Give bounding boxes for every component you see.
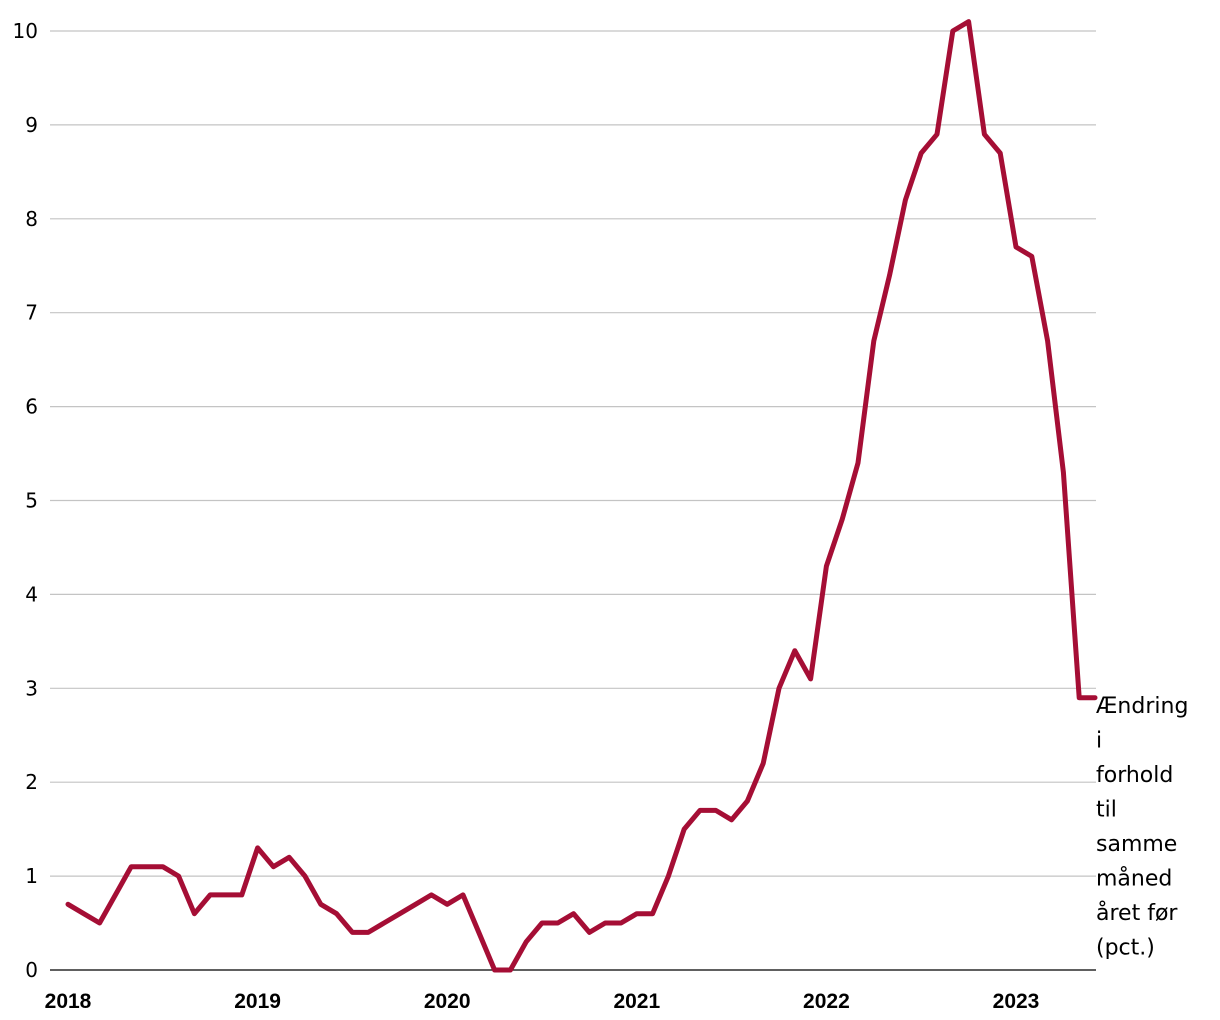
series-label-line: til	[1096, 798, 1117, 823]
data-point	[382, 921, 387, 926]
data-point	[1014, 244, 1019, 249]
series-label-line: måned	[1096, 866, 1172, 892]
y-tick-label: 2	[25, 770, 38, 794]
data-point	[271, 864, 276, 869]
data-point	[318, 902, 323, 907]
data-point	[935, 132, 940, 137]
data-point	[239, 892, 244, 897]
data-point	[397, 911, 402, 916]
data-point	[492, 968, 497, 973]
data-point	[634, 911, 639, 916]
data-point	[571, 911, 576, 916]
y-axis: 0 1 2 3 4 5 6 7 8 9 10	[13, 19, 38, 982]
series-label-line: Ændring	[1096, 694, 1188, 719]
series-label-line: forhold	[1096, 763, 1173, 788]
y-tick-label: 6	[25, 395, 38, 419]
data-point	[303, 874, 308, 879]
data-point	[729, 817, 734, 822]
data-point	[208, 892, 213, 897]
data-point	[824, 564, 829, 569]
data-point	[682, 827, 687, 832]
series-label-line: (pct.)	[1096, 936, 1155, 961]
data-point	[1045, 338, 1050, 343]
data-point	[808, 676, 813, 681]
data-point	[871, 338, 876, 343]
data-point	[461, 892, 466, 897]
y-tick-label: 9	[25, 113, 38, 137]
data-point	[255, 845, 260, 850]
x-tick-label: 2023	[993, 990, 1040, 1013]
data-point	[192, 911, 197, 916]
data-point	[160, 864, 165, 869]
data-point	[698, 808, 703, 813]
data-point	[903, 198, 908, 203]
data-point	[966, 19, 971, 24]
data-point	[334, 911, 339, 916]
data-point	[792, 648, 797, 653]
data-point	[777, 686, 782, 691]
data-point	[145, 864, 150, 869]
data-point	[856, 460, 861, 465]
data-point	[650, 911, 655, 916]
data-point	[113, 892, 118, 897]
data-point	[540, 921, 545, 926]
data-point	[619, 921, 624, 926]
x-tick-label: 2020	[424, 990, 471, 1013]
data-point	[950, 29, 955, 34]
data-point	[97, 921, 102, 926]
data-point	[666, 874, 671, 879]
series-label-line: året før	[1096, 900, 1178, 926]
data-point	[555, 921, 560, 926]
data-point	[840, 517, 845, 522]
data-point	[1029, 254, 1034, 259]
data-point	[287, 855, 292, 860]
y-tick-label: 7	[25, 301, 38, 325]
data-point	[919, 151, 924, 156]
series-label: Ændring i forhold til samme måned året før (pct…	[1096, 694, 1188, 961]
series-line	[65, 19, 1098, 973]
y-tick-label: 5	[25, 489, 38, 513]
data-point	[413, 902, 418, 907]
data-point	[445, 902, 450, 907]
y-tick-label: 1	[25, 864, 38, 888]
data-point	[366, 930, 371, 935]
data-point	[429, 892, 434, 897]
data-point	[350, 930, 355, 935]
data-point	[66, 902, 71, 907]
y-tick-label: 4	[25, 582, 38, 606]
x-tick-label: 2021	[613, 990, 660, 1013]
x-axis: 2018 2019 2020 2021 2022 2023	[45, 990, 1040, 1013]
x-tick-label: 2022	[803, 990, 850, 1013]
data-point	[524, 939, 529, 944]
data-point	[761, 761, 766, 766]
data-point	[129, 864, 134, 869]
data-point	[982, 132, 987, 137]
series-label-line: samme	[1096, 832, 1177, 857]
data-point	[224, 892, 229, 897]
series-label-line: i	[1096, 729, 1102, 754]
data-point	[508, 968, 513, 973]
data-point	[745, 798, 750, 803]
data-point	[81, 911, 86, 916]
data-point	[1061, 470, 1066, 475]
data-point	[603, 921, 608, 926]
data-point	[587, 930, 592, 935]
x-tick-label: 2018	[45, 990, 92, 1013]
data-point	[176, 874, 181, 879]
data-point	[1077, 695, 1082, 700]
data-point	[476, 930, 481, 935]
y-tick-label: 10	[13, 19, 38, 43]
data-point	[887, 273, 892, 278]
y-tick-label: 0	[25, 958, 38, 982]
gridlines	[50, 30, 1096, 971]
y-tick-label: 3	[25, 676, 38, 700]
x-tick-label: 2019	[234, 990, 281, 1013]
data-point	[713, 808, 718, 813]
series	[65, 19, 1098, 973]
data-point	[998, 151, 1003, 156]
y-tick-label: 8	[25, 207, 38, 231]
